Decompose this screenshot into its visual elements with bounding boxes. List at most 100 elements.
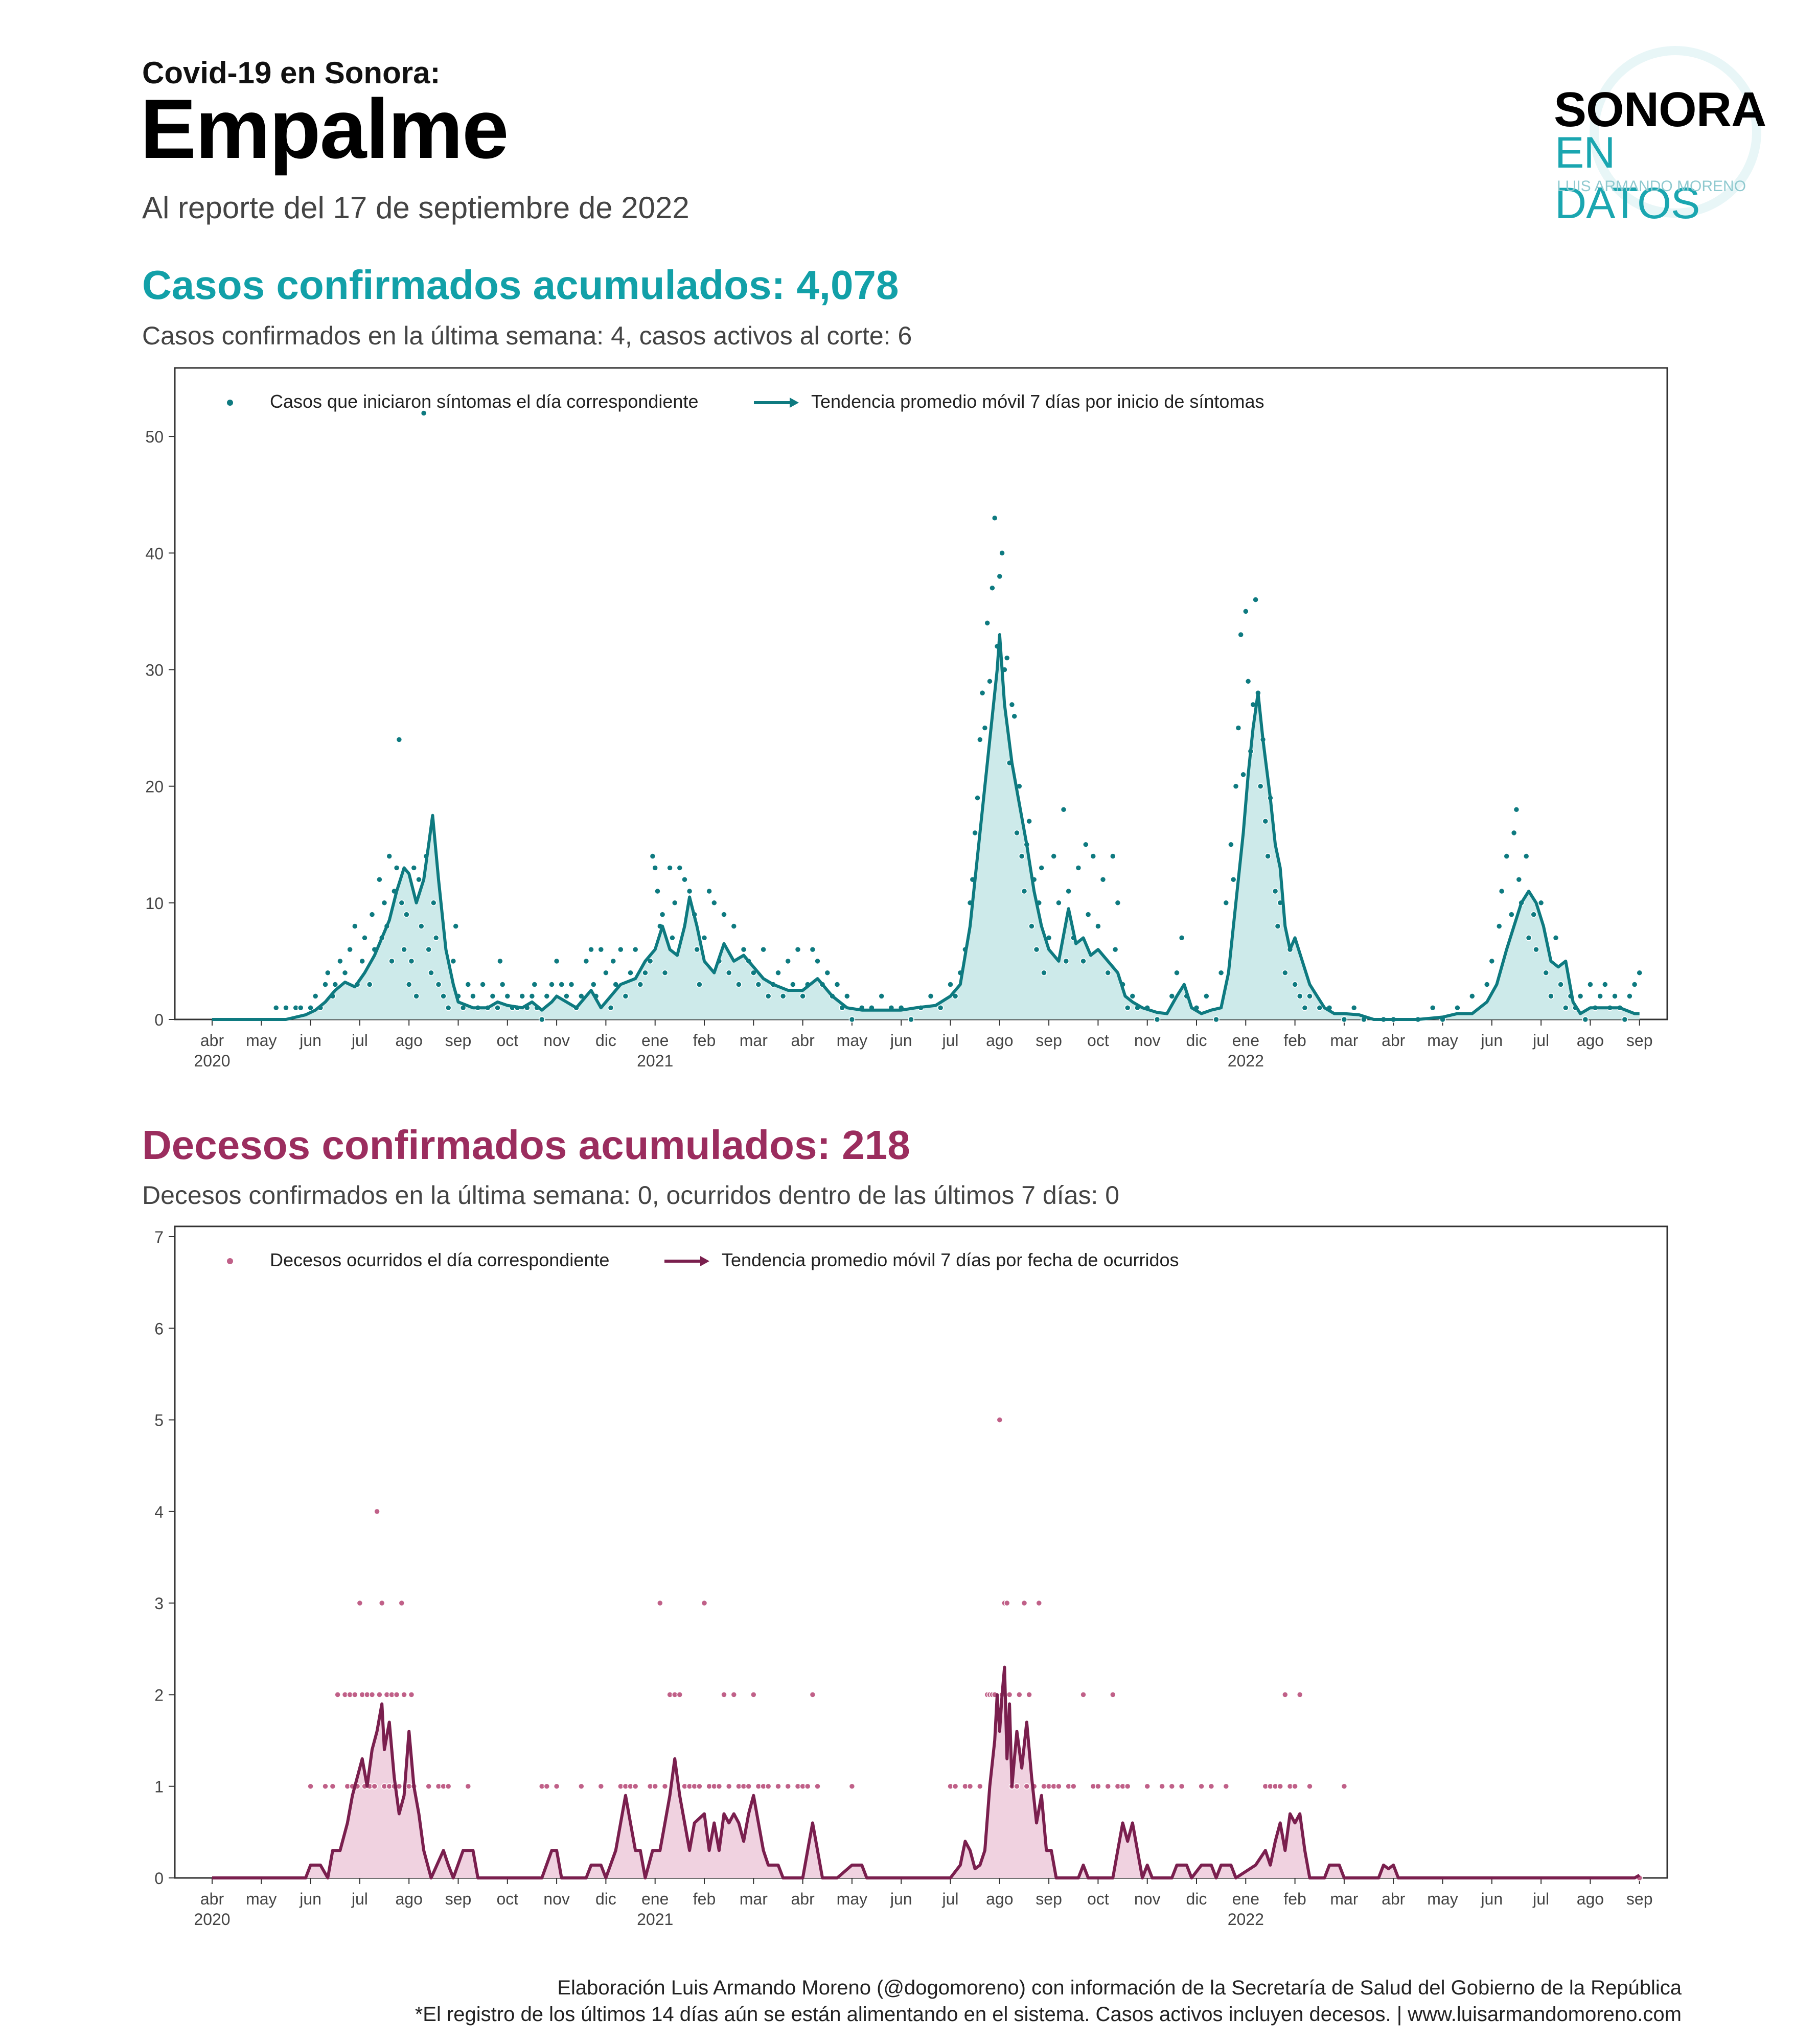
cases-daily-point	[1230, 876, 1237, 883]
cases-daily-point	[1483, 981, 1490, 988]
cases-xtick-label: sep	[1626, 1031, 1653, 1050]
cases-legend-arrowhead	[790, 398, 799, 408]
page-kicker: Covid-19 en Sonora:	[142, 56, 441, 90]
deaths-daily-point	[848, 1783, 856, 1790]
cases-daily-point	[410, 865, 418, 871]
cases-xtick-label: jul	[1532, 1031, 1549, 1050]
cases-daily-point	[927, 993, 934, 1000]
deaths-daily-point	[1003, 1599, 1010, 1607]
cases-daily-point	[347, 946, 353, 953]
cases-daily-point	[686, 888, 693, 895]
cases-daily-point	[649, 853, 656, 860]
deaths-xtick-label: jun	[1480, 1890, 1503, 1908]
deaths-ytick-label: 6	[154, 1319, 164, 1338]
cases-daily-point	[452, 923, 459, 930]
cases-daily-point	[1083, 841, 1089, 848]
cases-daily-point	[1065, 888, 1072, 895]
cases-daily-point	[388, 958, 395, 965]
deaths-daily-point	[425, 1783, 432, 1790]
deaths-daily-point	[1282, 1691, 1289, 1698]
cases-daily-point	[1306, 993, 1313, 1000]
cases-daily-point	[1080, 958, 1087, 965]
cases-daily-point	[1203, 993, 1210, 1000]
cases-daily-point	[405, 981, 412, 988]
cases-daily-point	[1350, 1004, 1358, 1011]
cases-daily-point	[1282, 969, 1289, 976]
cases-xtick-label: jul	[941, 1031, 958, 1050]
cases-daily-point	[418, 923, 425, 930]
cases-daily-point	[1530, 911, 1537, 918]
cases-daily-point	[283, 1004, 289, 1011]
cases-daily-point	[531, 981, 538, 988]
cases-daily-point	[366, 981, 373, 988]
cases-xtick-label: dic	[595, 1031, 616, 1050]
cases-xtick-label: may	[837, 1031, 867, 1050]
deaths-daily-point	[730, 1691, 738, 1698]
deaths-daily-point	[334, 1691, 341, 1698]
cases-ytick-label: 30	[145, 661, 164, 679]
cases-daily-point	[1124, 1004, 1131, 1011]
cases-daily-point	[396, 736, 403, 743]
cases-daily-point	[1213, 1016, 1220, 1023]
cases-daily-point	[1631, 981, 1638, 988]
cases-xtick-label: dic	[1186, 1031, 1207, 1050]
deaths-daily-point	[1277, 1783, 1283, 1790]
cases-xtick-label: may	[1427, 1031, 1458, 1050]
cases-daily-point	[1235, 725, 1242, 731]
deaths-xtick-label: mar	[740, 1890, 768, 1908]
cases-year-label: 2021	[637, 1052, 673, 1070]
cases-daily-point	[1272, 888, 1279, 895]
deaths-daily-point	[701, 1599, 708, 1607]
cases-daily-point	[908, 1016, 914, 1023]
deaths-daily-point	[1110, 1691, 1116, 1698]
deaths-xtick-label: dic	[595, 1890, 616, 1908]
deaths-heading: Decesos confirmados acumulados: 218	[142, 1122, 910, 1168]
cases-daily-point	[1513, 806, 1520, 813]
cases-daily-point	[408, 958, 415, 965]
deaths-daily-point	[401, 1691, 407, 1698]
cases-daily-point	[654, 888, 661, 895]
cases-daily-point	[666, 865, 673, 871]
cases-daily-point	[1168, 993, 1176, 1000]
deaths-daily-point	[1168, 1783, 1176, 1790]
cases-daily-point	[413, 993, 420, 1000]
cases-daily-point	[1018, 853, 1025, 860]
cases-daily-point	[1626, 993, 1633, 1000]
cases-legend-points-label: Casos que iniciaron síntomas el día corr…	[270, 391, 698, 412]
cases-daily-point	[1075, 865, 1082, 871]
deaths-legend-line-label: Tendencia promedio móvil 7 días por fech…	[722, 1249, 1179, 1270]
cases-daily-point	[538, 1016, 545, 1023]
deaths-daily-point	[632, 1783, 639, 1790]
cases-xtick-label: jul	[351, 1031, 368, 1050]
cases-daily-point	[972, 829, 978, 837]
cases-daily-point	[568, 981, 575, 988]
deaths-xtick-label: oct	[496, 1890, 518, 1908]
deaths-daily-point	[657, 1599, 663, 1607]
deaths-xtick-label: may	[246, 1890, 277, 1908]
deaths-daily-point	[1026, 1691, 1032, 1698]
deaths-plot-frame	[174, 1225, 1668, 1879]
footer-credit: Elaboración Luis Armando Moreno (@dogomo…	[557, 1977, 1682, 1999]
cases-daily-point	[1543, 969, 1549, 976]
deaths-daily-point	[676, 1691, 683, 1698]
cases-daily-point	[1316, 1004, 1323, 1011]
deaths-ytick-label: 3	[154, 1594, 164, 1613]
cases-ytick-label: 50	[145, 428, 164, 446]
deaths-legend-points-label: Decesos ocurridos el día correspondiente	[270, 1249, 609, 1270]
deaths-ytick-label: 2	[154, 1686, 164, 1704]
cases-daily-point	[1454, 1004, 1461, 1011]
cases-daily-point	[1587, 981, 1594, 988]
cases-daily-point	[1217, 969, 1225, 976]
cases-daily-point	[1028, 923, 1035, 930]
cases-xtick-label: oct	[496, 1031, 518, 1050]
deaths-daily-point	[809, 1691, 816, 1698]
deaths-xtick-label: jun	[890, 1890, 912, 1908]
cases-daily-point	[1602, 981, 1608, 988]
cases-daily-point	[504, 993, 511, 1000]
cases-ytick-label: 10	[145, 894, 164, 913]
deaths-xtick-label: dic	[1186, 1890, 1207, 1908]
cases-trend-line	[212, 633, 1640, 1021]
cases-daily-point	[814, 958, 821, 965]
cases-daily-point	[809, 946, 816, 953]
cases-daily-point	[1508, 911, 1515, 918]
